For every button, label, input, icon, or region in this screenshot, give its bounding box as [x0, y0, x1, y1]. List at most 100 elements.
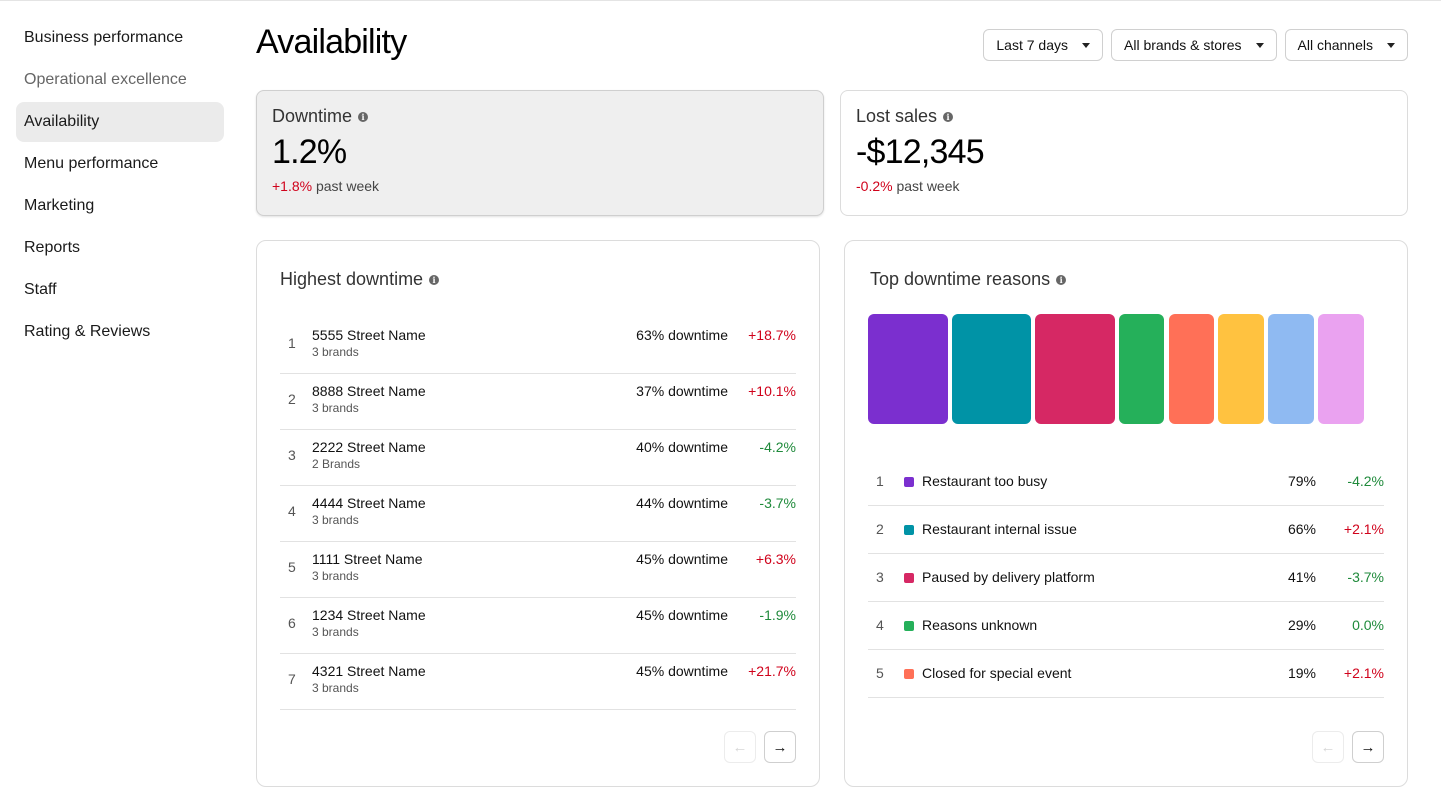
table-row[interactable]: 4 4444 Street Name 3 brands 44% downtime -3.… [280, 486, 796, 542]
store-brands: 3 brands [312, 401, 359, 415]
legend-swatch [904, 669, 914, 679]
downtime-percent: 63% downtime [636, 327, 728, 343]
list-item[interactable]: 5 Closed for special event 19% +2.1% [868, 650, 1384, 698]
list-item[interactable]: 2 Restaurant internal issue 66% +2.1% [868, 506, 1384, 554]
date-range-value: Last 7 days [996, 37, 1068, 53]
row-rank: 3 [876, 569, 884, 585]
kpi-change: +1.8% [272, 178, 313, 194]
sidebar-item-availability[interactable]: Availability [16, 102, 224, 142]
table-row[interactable]: 5 1111 Street Name 3 brands 45% downtime +6.… [280, 542, 796, 598]
sidebar-item-operational-excellence[interactable]: Operational excellence [24, 71, 187, 88]
reason-change: +2.1% [1343, 665, 1384, 681]
info-icon[interactable]: i [943, 111, 954, 122]
kpi-value: 1.2% [272, 133, 347, 171]
kpi-period: past week [315, 178, 380, 194]
store-name: 5555 Street Name [312, 327, 426, 343]
brands-select[interactable]: All brands & stores [1111, 29, 1277, 61]
kpi-label: Lost sales [856, 106, 938, 126]
store-brands: 3 brands [312, 513, 359, 527]
kpi-value: -$12,345 [856, 133, 985, 171]
panel-title-row: Highest downtime i [280, 269, 440, 290]
sidebar-item-business-performance[interactable]: Business performance [24, 29, 184, 46]
info-icon[interactable]: i [429, 274, 440, 285]
row-rank: 1 [876, 473, 884, 489]
downtime-percent: 45% downtime [636, 663, 728, 679]
downtime-percent: 37% downtime [636, 383, 728, 399]
reason-change: -3.7% [1347, 569, 1384, 585]
downtime-percent: 45% downtime [636, 551, 728, 567]
panel-title-row: Top downtime reasons i [870, 269, 1067, 290]
legend-swatch [904, 621, 914, 631]
next-page-button[interactable]: → [1352, 731, 1384, 763]
list-item[interactable]: 3 Paused by delivery platform 41% -3.7% [868, 554, 1384, 602]
treemap-block[interactable] [1218, 314, 1265, 424]
channels-value: All channels [1297, 37, 1374, 53]
reason-change: -4.2% [1347, 473, 1384, 489]
row-rank: 5 [876, 665, 884, 681]
lost-sales-kpi-card[interactable]: Lost sales i -$12,345 -0.2% past week [840, 90, 1408, 216]
arrow-right-icon: → [1360, 738, 1376, 756]
info-icon[interactable]: i [1056, 274, 1067, 285]
list-item[interactable]: 4 Reasons unknown 29% 0.0% [868, 602, 1384, 650]
kpi-change-row: -0.2% past week [856, 178, 1392, 194]
row-rank: 4 [288, 503, 296, 519]
sidebar-item-rating-reviews[interactable]: Rating & Reviews [24, 323, 151, 340]
table-row[interactable]: 1 5555 Street Name 3 brands 63% downtime +18… [280, 318, 796, 374]
store-name: 2222 Street Name [312, 439, 426, 455]
channels-select[interactable]: All channels [1284, 29, 1408, 61]
sidebar-item-marketing[interactable]: Marketing [24, 197, 95, 214]
info-icon[interactable]: i [358, 111, 369, 122]
date-range-select[interactable]: Last 7 days [983, 29, 1103, 61]
panel-title: Top downtime reasons [870, 269, 1051, 289]
reason-percent: 29% [1287, 617, 1316, 633]
treemap-block[interactable] [1268, 314, 1315, 424]
store-brands: 3 brands [312, 569, 359, 583]
store-brands: 3 brands [312, 625, 359, 639]
prev-page-button[interactable]: ← [1312, 731, 1344, 763]
downtime-change: +18.7% [748, 327, 796, 343]
treemap-block[interactable] [1168, 314, 1215, 424]
brands-value: All brands & stores [1124, 37, 1242, 53]
prev-page-button[interactable]: ← [724, 731, 756, 763]
pagination: ← → [724, 731, 796, 763]
row-rank: 6 [288, 615, 296, 631]
table-row[interactable]: 3 2222 Street Name 2 Brands 40% downtime -4.… [280, 430, 796, 486]
filter-bar: Last 7 days All brands & stores All chan… [983, 29, 1408, 61]
store-name: 1111 Street Name [312, 551, 423, 567]
row-rank: 4 [876, 617, 884, 633]
downtime-percent: 40% downtime [636, 439, 728, 455]
row-rank: 1 [288, 335, 296, 351]
treemap-block[interactable] [951, 314, 1032, 424]
list-item[interactable]: 1 Restaurant too busy 79% -4.2% [868, 458, 1384, 506]
sidebar-item-staff[interactable]: Staff [24, 281, 57, 298]
table-row[interactable]: 2 8888 Street Name 3 brands 37% downtime +10… [280, 374, 796, 430]
kpi-change: -0.2% [856, 178, 893, 194]
legend-swatch [904, 573, 914, 583]
downtime-change: -3.7% [759, 495, 796, 511]
reason-change: +2.1% [1343, 521, 1384, 537]
reason-percent: 66% [1287, 521, 1316, 537]
legend-swatch [904, 477, 914, 487]
sidebar-nav: Business performance Operational excelle… [16, 18, 224, 354]
reason-percent: 79% [1287, 473, 1316, 489]
arrow-left-icon: ← [732, 738, 748, 756]
sidebar-item-reports[interactable]: Reports [24, 239, 81, 256]
next-page-button[interactable]: → [764, 731, 796, 763]
sidebar-item-menu-performance[interactable]: Menu performance [24, 155, 159, 172]
lost-sales-kpi-label-row: Lost sales i [856, 106, 1392, 127]
table-row[interactable]: 7 4321 Street Name 3 brands 45% downtime +21… [280, 654, 796, 710]
downtime-reasons-list: 1 Restaurant too busy 79% -4.2% 2 Restaurant … [868, 458, 1384, 698]
reason-label: Restaurant too busy [922, 473, 1048, 489]
downtime-change: +21.7% [748, 663, 796, 679]
table-row[interactable]: 6 1234 Street Name 3 brands 45% downtime -1.… [280, 598, 796, 654]
downtime-change: +6.3% [755, 551, 796, 567]
treemap-block[interactable] [868, 314, 948, 424]
treemap-block[interactable] [1118, 314, 1165, 424]
downtime-change: -1.9% [759, 607, 796, 623]
treemap-block[interactable] [1318, 314, 1364, 424]
store-brands: 2 Brands [312, 457, 361, 471]
treemap-block[interactable] [1035, 314, 1115, 424]
downtime-kpi-card[interactable]: Downtime i 1.2% +1.8% past week [256, 90, 824, 216]
downtime-change: -4.2% [759, 439, 796, 455]
downtime-reasons-panel: Top downtime reasons i 1 Restaurant too b… [844, 240, 1408, 787]
